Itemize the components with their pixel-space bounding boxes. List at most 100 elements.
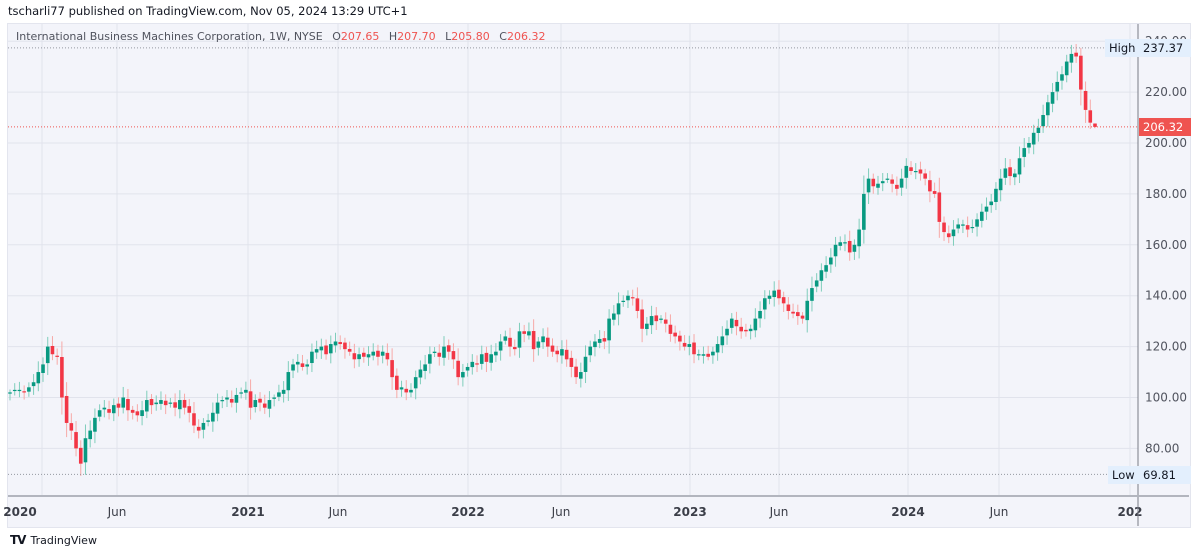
- candle: [362, 352, 366, 357]
- candle: [1003, 168, 1008, 178]
- candle: [154, 402, 159, 405]
- price-tick-label: 80.00: [1145, 441, 1179, 455]
- price-tick-label: 140.00: [1145, 289, 1187, 303]
- high-value: 207.70: [397, 30, 436, 43]
- candle: [772, 290, 777, 298]
- candle: [560, 349, 564, 356]
- low-marker-value: 69.81: [1139, 466, 1191, 484]
- candle: [989, 201, 994, 206]
- candle: [659, 318, 663, 320]
- candle: [748, 328, 753, 332]
- candle: [663, 319, 668, 324]
- high-label: H: [388, 30, 398, 43]
- candle: [545, 337, 550, 347]
- candle: [41, 364, 45, 373]
- candle: [446, 345, 451, 352]
- candle: [640, 309, 644, 329]
- candle: [215, 402, 220, 414]
- time-tick-label: Jun: [769, 505, 789, 519]
- candle: [715, 344, 720, 353]
- close-value: 206.32: [506, 30, 546, 43]
- candle: [461, 372, 465, 378]
- candle: [796, 312, 800, 317]
- candle: [857, 229, 861, 247]
- candle: [380, 351, 385, 356]
- candle: [163, 400, 168, 406]
- candle: [1050, 92, 1055, 104]
- candle: [819, 270, 824, 281]
- candle: [904, 165, 909, 178]
- candle: [564, 349, 569, 360]
- candle: [324, 345, 328, 355]
- candle: [800, 315, 805, 319]
- candle: [1060, 74, 1064, 81]
- candle: [522, 331, 526, 334]
- candle: [895, 184, 899, 189]
- candle: [479, 354, 484, 364]
- candle: [1031, 132, 1036, 145]
- candle: [1083, 90, 1088, 110]
- candle: [291, 364, 295, 371]
- grid-lines: [8, 24, 1138, 496]
- candle: [206, 420, 210, 422]
- candle: [668, 324, 673, 334]
- chart-pane[interactable]: [7, 23, 1191, 528]
- candle: [531, 331, 536, 350]
- candle: [27, 387, 31, 392]
- candle: [272, 397, 276, 399]
- candle: [692, 342, 696, 355]
- candle: [409, 389, 413, 393]
- time-tick-label: Jun: [989, 505, 1009, 519]
- time-tick-label: 2022: [451, 505, 484, 519]
- candle: [994, 188, 998, 202]
- candle: [168, 402, 173, 404]
- candle: [74, 432, 78, 449]
- candle: [913, 170, 918, 173]
- candle: [701, 354, 706, 356]
- candle: [229, 398, 234, 403]
- candle: [258, 398, 262, 403]
- candle: [376, 350, 380, 357]
- candle: [696, 354, 701, 356]
- footer-branding[interactable]: TV TradingView: [10, 533, 97, 547]
- candle: [121, 397, 126, 408]
- candle: [965, 225, 970, 230]
- candle: [390, 360, 394, 378]
- candle: [475, 363, 479, 365]
- candle: [244, 389, 248, 393]
- candle: [833, 244, 838, 257]
- candle: [758, 310, 762, 319]
- candle: [1055, 81, 1060, 92]
- candle: [899, 178, 904, 188]
- candle: [201, 422, 206, 430]
- candle: [508, 337, 512, 347]
- close-label: C: [499, 30, 507, 43]
- candle: [36, 372, 41, 384]
- candle: [569, 357, 574, 367]
- candle: [654, 315, 659, 322]
- candle: [753, 318, 758, 331]
- price-tick-label: 200.00: [1145, 136, 1187, 150]
- high-marker-label: High: [1105, 39, 1140, 57]
- candle: [550, 345, 555, 352]
- price-tick-label: 220.00: [1145, 85, 1187, 99]
- candle: [937, 192, 942, 222]
- candle: [942, 222, 946, 233]
- candle: [196, 426, 201, 431]
- candle: [1093, 123, 1097, 127]
- candle: [866, 178, 871, 193]
- candle: [781, 297, 786, 304]
- candle: [885, 178, 890, 180]
- candle: [262, 403, 267, 408]
- candle: [413, 377, 418, 389]
- candle: [829, 257, 833, 265]
- time-tick-label: 2023: [673, 505, 706, 519]
- time-tick-label: 2024: [891, 505, 924, 519]
- candle: [149, 399, 154, 406]
- candle: [979, 211, 984, 221]
- candle: [583, 356, 588, 372]
- candle: [248, 391, 253, 408]
- candle: [762, 298, 767, 310]
- candle: [673, 332, 677, 337]
